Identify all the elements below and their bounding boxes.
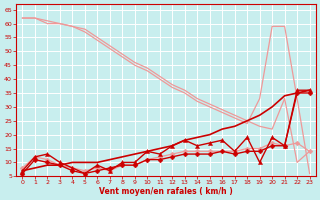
X-axis label: Vent moyen/en rafales ( km/h ): Vent moyen/en rafales ( km/h ): [99, 187, 233, 196]
